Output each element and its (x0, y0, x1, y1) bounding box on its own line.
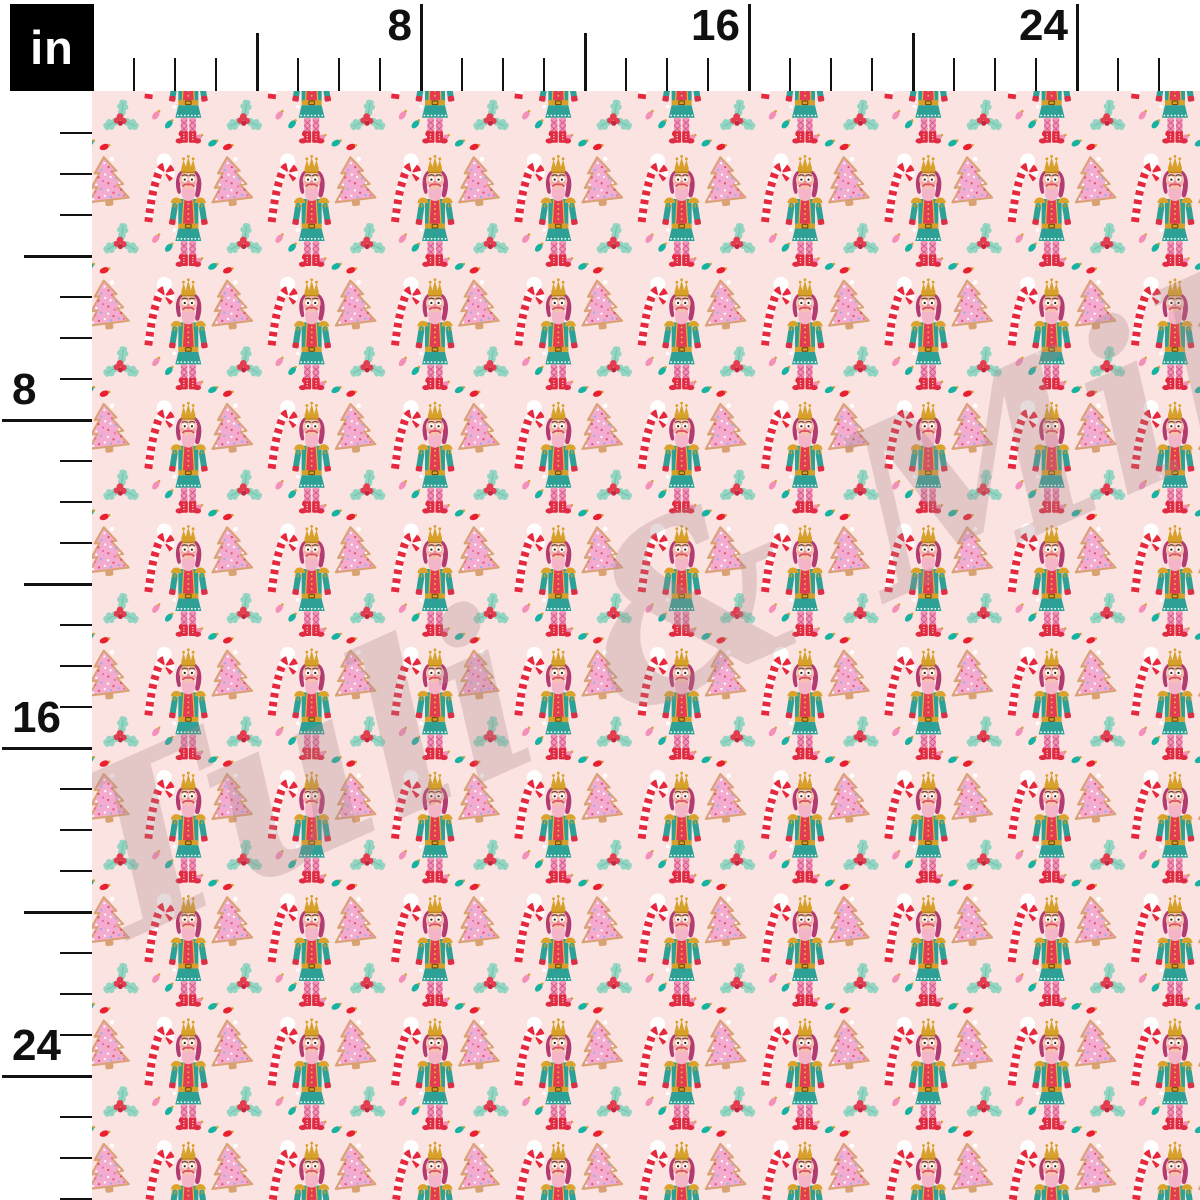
ruler-label-top-24: 24 (1019, 1, 1068, 50)
ruler-tick-top-21in (953, 58, 955, 91)
ruler-tick-top-1in (133, 58, 135, 91)
ruler-tick-top-6in (338, 58, 340, 91)
ruler-tick-left-4in (24, 255, 92, 258)
ruler-tick-top-19in (871, 58, 873, 91)
fabric-swatch: Tuli & Mila (92, 91, 1200, 1200)
ruler-tick-top-26in (1158, 58, 1160, 91)
ruler-tick-left-16in (2, 747, 92, 750)
ruler-label-left-16: 16 (12, 693, 61, 742)
ruler-tick-top-25in (1117, 58, 1119, 91)
ruler-tick-left-9in (60, 460, 92, 462)
ruler-tick-top-24in (1076, 4, 1079, 91)
ruler-tick-left-13in (60, 624, 92, 626)
ruler-tick-left-12in (24, 583, 92, 586)
ruler-tick-top-8in (420, 4, 423, 91)
unit-box: in (10, 4, 94, 91)
ruler-tick-top-12in (584, 33, 587, 91)
ruler-tick-top-3in (215, 58, 217, 91)
ruler-tick-left-5in (60, 296, 92, 298)
ruler-tick-left-1in (60, 132, 92, 134)
ruler-tick-top-13in (625, 58, 627, 91)
ruler-tick-top-11in (543, 58, 545, 91)
ruler-tick-left-21in (60, 952, 92, 954)
ruler-tick-left-15in (60, 706, 92, 708)
ruler-tick-left-20in (24, 911, 92, 914)
ruler-tick-top-15in (707, 58, 709, 91)
ruler-tick-left-24in (2, 1075, 92, 1078)
ruler-tick-top-22in (994, 58, 996, 91)
ruler-tick-left-22in (60, 993, 92, 995)
ruler-tick-left-23in (60, 1034, 92, 1036)
ruler-tick-left-19in (60, 870, 92, 872)
ruler-label-left-24: 24 (12, 1021, 61, 1070)
ruler-tick-top-18in (830, 58, 832, 91)
ruler-tick-left-6in (60, 337, 92, 339)
ruler-tick-left-2in (60, 173, 92, 175)
ruler-tick-left-11in (60, 542, 92, 544)
ruler-tick-left-25in (60, 1116, 92, 1118)
ruler-tick-top-9in (461, 58, 463, 91)
ruler-label-top-8: 8 (387, 1, 412, 50)
ruler-label-left-8: 8 (12, 365, 37, 414)
ruler-tick-left-10in (60, 501, 92, 503)
ruler-tick-top-16in (748, 4, 751, 91)
ruler-tick-left-14in (60, 665, 92, 667)
pattern-svg (92, 91, 1200, 1200)
ruler-tick-left-26in (60, 1157, 92, 1159)
ruler-tick-left-17in (60, 788, 92, 790)
ruler-tick-left-3in (60, 214, 92, 216)
ruler-tick-top-14in (666, 58, 668, 91)
ruler-tick-left-7in (60, 378, 92, 380)
ruler-tick-top-4in (256, 33, 259, 91)
ruler-tick-top-23in (1035, 58, 1037, 91)
fabric-background (92, 91, 1200, 1200)
ruler-tick-top-5in (297, 58, 299, 91)
ruler-left: 8 16 24 (0, 91, 92, 1200)
ruler-tick-top-20in (912, 33, 915, 91)
unit-label: in (30, 21, 74, 74)
ruler-tick-left-27in (60, 1198, 92, 1200)
ruler-tick-top-17in (789, 58, 791, 91)
ruler-tick-left-18in (60, 829, 92, 831)
ruler-tick-left-8in (2, 419, 92, 422)
ruler-tick-top-2in (174, 58, 176, 91)
ruler-tick-top-10in (502, 58, 504, 91)
ruler-label-top-16: 16 (691, 1, 740, 50)
ruler-top: 8 16 24 (0, 0, 1200, 91)
ruler-tick-top-7in (379, 58, 381, 91)
